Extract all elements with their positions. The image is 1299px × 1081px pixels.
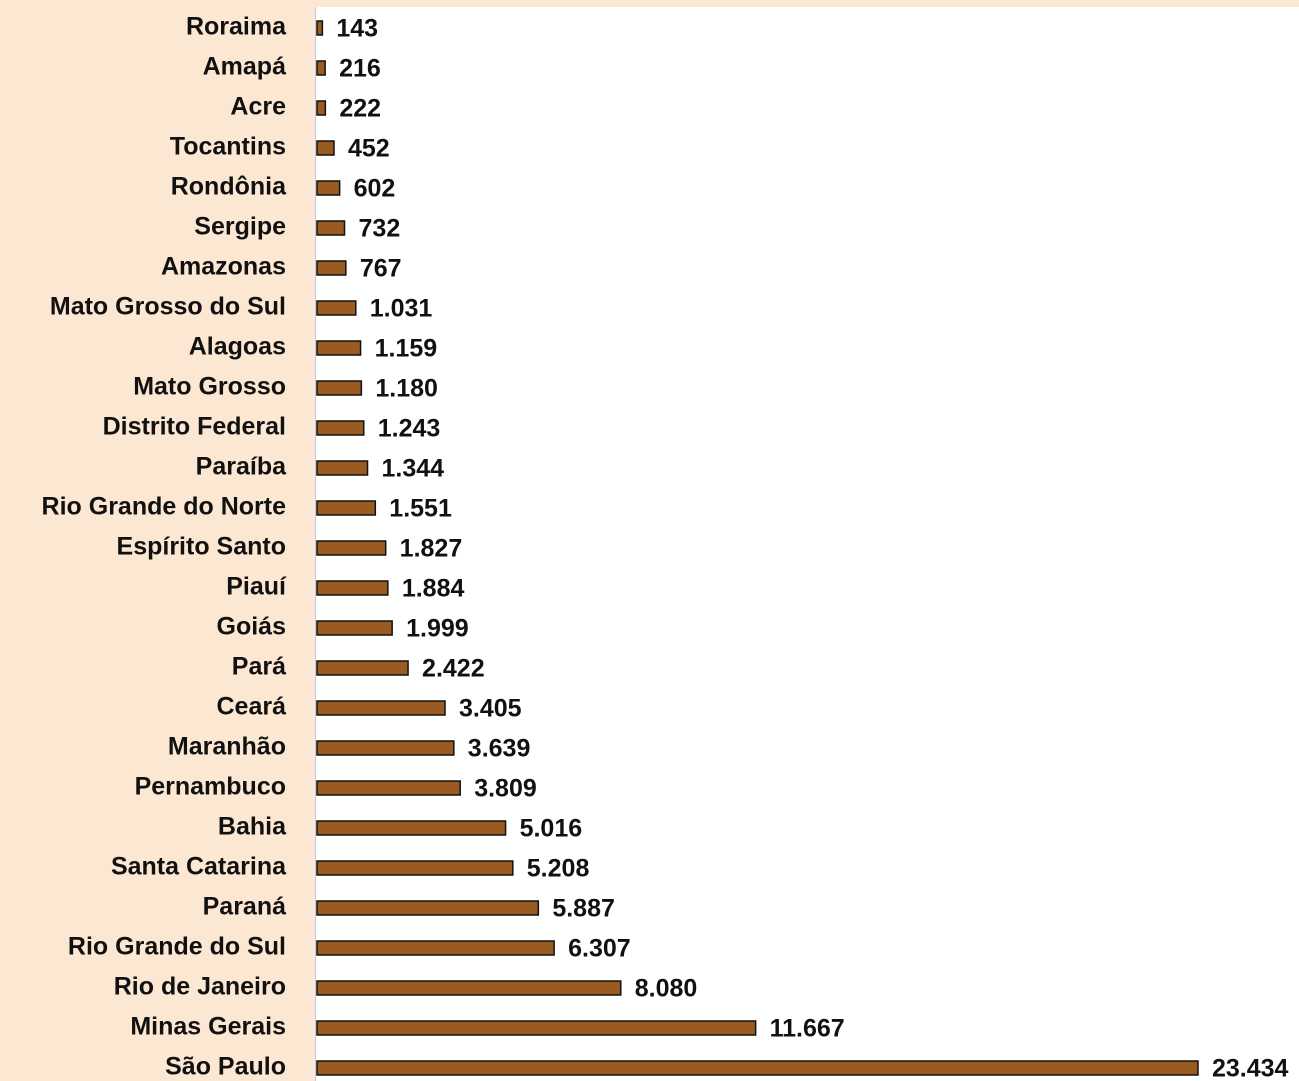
data-label: 2.422 xyxy=(422,655,485,683)
y-tick-label: Sergipe xyxy=(194,213,286,241)
bar xyxy=(316,980,622,996)
bar xyxy=(316,700,446,716)
bar xyxy=(316,540,387,556)
y-tick-label: Alagoas xyxy=(189,333,286,361)
y-tick-label: Pernambuco xyxy=(135,773,286,801)
bar xyxy=(316,300,357,316)
y-tick-label: Rio de Janeiro xyxy=(114,973,286,1001)
data-label: 143 xyxy=(336,15,378,43)
bar xyxy=(316,860,514,876)
bar xyxy=(316,900,540,916)
y-tick-label: Paraná xyxy=(203,893,286,921)
bar xyxy=(316,660,409,676)
bar xyxy=(316,460,369,476)
data-label: 732 xyxy=(359,215,401,243)
bar xyxy=(316,60,326,76)
bar xyxy=(316,780,461,796)
y-tick-label: Amazonas xyxy=(161,253,286,281)
data-label: 1.180 xyxy=(375,375,438,403)
bar xyxy=(316,500,377,516)
data-label: 5.208 xyxy=(527,855,590,883)
top-strip xyxy=(0,0,1299,7)
data-label: 602 xyxy=(354,175,396,203)
y-tick-label: Rio Grande do Norte xyxy=(42,493,287,521)
data-label: 1.159 xyxy=(375,335,438,363)
bar xyxy=(316,380,363,396)
y-tick-label: Minas Gerais xyxy=(130,1013,286,1041)
y-tick-label: Goiás xyxy=(217,613,286,641)
bar xyxy=(316,260,347,276)
data-label: 11.667 xyxy=(770,1015,845,1043)
bar xyxy=(316,100,327,116)
data-label: 6.307 xyxy=(568,935,631,963)
data-label: 5.016 xyxy=(520,815,583,843)
data-label: 1.884 xyxy=(402,575,465,603)
bar xyxy=(316,140,335,156)
y-tick-label: Pará xyxy=(232,653,286,681)
data-label: 1.243 xyxy=(378,415,441,443)
bar xyxy=(316,340,362,356)
data-label: 3.405 xyxy=(459,695,522,723)
y-tick-label: Paraíba xyxy=(196,453,287,481)
bar xyxy=(316,220,346,236)
label-panel xyxy=(0,0,315,1081)
y-tick-label: Maranhão xyxy=(168,733,286,761)
data-label: 452 xyxy=(348,135,390,163)
bar xyxy=(316,180,341,196)
data-label: 8.080 xyxy=(635,975,698,1003)
bar xyxy=(316,740,455,756)
data-label: 222 xyxy=(339,95,381,123)
data-label: 5.887 xyxy=(552,895,615,923)
y-tick-label: Acre xyxy=(230,93,286,121)
bar xyxy=(316,1060,1199,1076)
data-label: 3.639 xyxy=(468,735,531,763)
y-tick-label: Piauí xyxy=(226,573,287,601)
y-tick-label: Tocantins xyxy=(170,133,286,161)
bar xyxy=(316,940,555,956)
bar xyxy=(316,620,393,636)
y-tick-label: Mato Grosso do Sul xyxy=(50,293,286,321)
data-label: 1.999 xyxy=(406,615,469,643)
data-label: 23.434 xyxy=(1212,1055,1289,1081)
y-tick-label: São Paulo xyxy=(165,1053,286,1081)
y-tick-label: Mato Grosso xyxy=(133,373,286,401)
data-label: 1.031 xyxy=(370,295,433,323)
y-tick-label: Ceará xyxy=(217,693,287,721)
y-tick-label: Rio Grande do Sul xyxy=(68,933,286,961)
y-tick-label: Rondônia xyxy=(171,173,287,201)
bar xyxy=(316,580,389,596)
y-tick-label: Espírito Santo xyxy=(117,533,286,561)
data-label: 767 xyxy=(360,255,402,283)
y-tick-label: Roraima xyxy=(186,13,287,41)
data-label: 3.809 xyxy=(474,775,537,803)
y-tick-label: Distrito Federal xyxy=(103,413,286,441)
data-label: 216 xyxy=(339,55,381,83)
y-tick-label: Amapá xyxy=(203,53,286,81)
data-label: 1.344 xyxy=(382,455,445,483)
y-tick-label: Santa Catarina xyxy=(111,853,287,881)
bar xyxy=(316,1020,757,1036)
y-tick-label: Bahia xyxy=(218,813,287,841)
bar xyxy=(316,820,507,836)
bar xyxy=(316,420,365,436)
data-label: 1.827 xyxy=(400,535,463,563)
bar xyxy=(316,20,324,36)
data-label: 1.551 xyxy=(389,495,452,523)
